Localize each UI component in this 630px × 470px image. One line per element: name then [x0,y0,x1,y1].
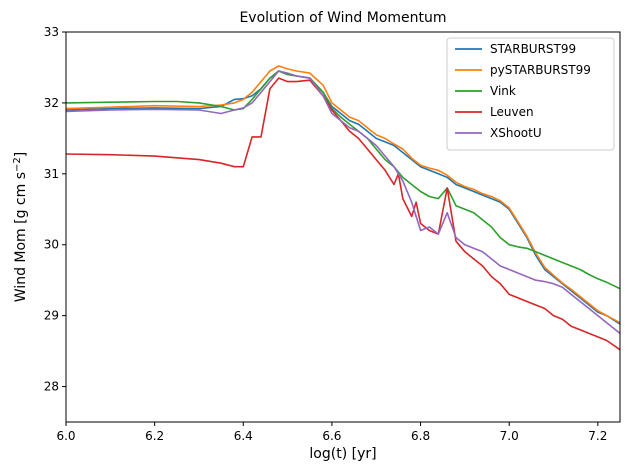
x-tick-label: 6.8 [411,429,430,443]
y-tick-label: 31 [44,167,59,181]
legend-label-leuven: Leuven [490,105,534,119]
y-tick-label: 30 [44,238,59,252]
legend-label-vink: Vink [490,84,516,98]
x-tick-label: 6.0 [56,429,75,443]
plot-frame [65,31,621,423]
y-tick-label: 32 [44,96,59,110]
y-axis-label-main: Wind Mom [g cm s [13,172,29,302]
y-axis-label: Wind Mom [g cm s−2] [12,152,30,302]
series-line-vink [65,70,621,290]
y-axis-label-close: ] [13,152,29,157]
y-axis-label-superscript: −2 [12,157,23,172]
series-line-pystarburst99 [65,65,621,324]
legend-label-pystarburst99: pySTARBURST99 [490,63,591,77]
x-tick-label: 6.4 [234,429,253,443]
legend-label-starburst99: STARBURST99 [490,42,576,56]
x-tick-label: 6.2 [145,429,164,443]
y-tick-label: 29 [44,309,59,323]
x-tick-label: 7.2 [588,429,607,443]
x-tick-label: 6.6 [322,429,341,443]
legend-label-xshootu: XShootU [490,126,542,140]
chart-title: Evolution of Wind Momentum [239,10,446,26]
y-tick-label: 33 [44,25,59,39]
y-axis-ticks: 28 29 30 31 32 33 [44,25,66,394]
x-tick-label: 7.0 [500,429,519,443]
series-layer [65,65,621,351]
legend-frame [446,37,615,151]
legend: STARBURST99 pySTARBURST99 Vink Leuven XShoot… [446,37,615,151]
y-tick-label: 28 [44,380,59,394]
x-axis-label: log(t) [yr] [309,446,376,462]
series-line-xshootu [65,70,621,335]
x-axis-ticks: 6.0 6.2 6.4 6.6 6.8 7.0 7.2 [56,422,607,443]
series-line-leuven [65,77,621,351]
legend-entries: STARBURST99 pySTARBURST99 Vink Leuven XShoot… [455,42,591,140]
